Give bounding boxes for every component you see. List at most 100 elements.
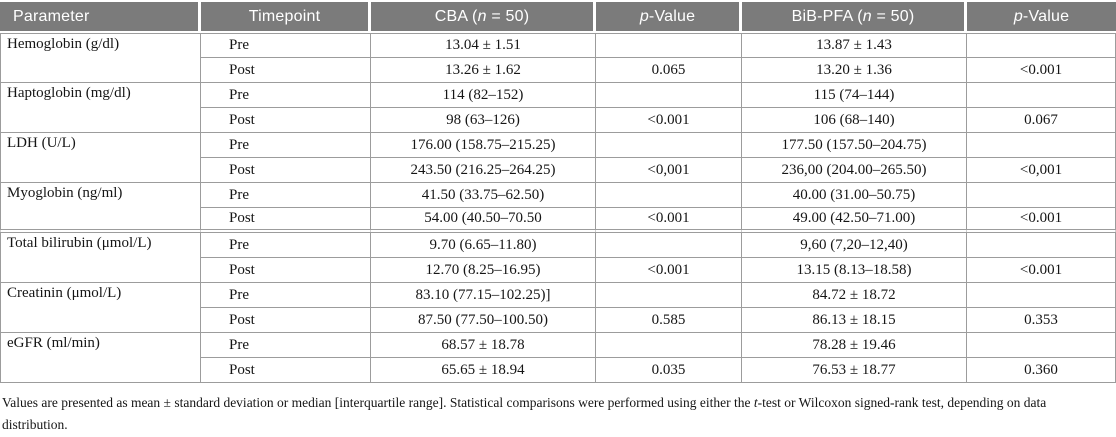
bib-pfa-value-cell: 40.00 (31.00–50.75) xyxy=(742,183,967,208)
bib-pfa-value-cell: 84.72 ± 18.72 xyxy=(742,283,967,308)
table-row: Haptoglobin (mg/dl) Pre 114 (82–152) 115… xyxy=(0,83,1116,133)
timepoint-cell: Pre xyxy=(201,33,371,58)
timepoint-cell: Post xyxy=(201,208,371,233)
cba-value-cell: 9.70 (6.65–11.80) xyxy=(371,233,596,258)
bib-pfa-value-cell: 106 (68–140) xyxy=(742,108,967,133)
cba-value-cell: 68.57 ± 18.78 xyxy=(371,333,596,358)
table-row: Total bilirubin (μmol/L) Pre 9.70 (6.65–… xyxy=(0,233,1116,283)
header-row: Parameter Timepoint CBA (n = 50) p-Value… xyxy=(0,2,1116,33)
p-value-cell: <0,001 xyxy=(967,158,1116,183)
timepoint-cell: Pre xyxy=(201,183,371,208)
timepoint-cell: Pre xyxy=(201,233,371,258)
timepoint-cell: Pre xyxy=(201,283,371,308)
table-row: Post 65.65 ± 18.94 0.035 76.53 ± 18.77 0… xyxy=(0,358,1116,383)
table-row: Post 243.50 (216.25–264.25) <0,001 236,0… xyxy=(0,158,1116,183)
table-row: eGFR (ml/min) Pre 68.57 ± 18.78 78.28 ± … xyxy=(0,333,1116,383)
p-value-cell xyxy=(596,283,742,308)
cba-value-cell: 98 (63–126) xyxy=(371,108,596,133)
bib-pfa-value-cell: 236,00 (204.00–265.50) xyxy=(742,158,967,183)
parameter-cell: LDH (U/L) xyxy=(0,133,201,183)
p-value-cell xyxy=(596,333,742,358)
cba-value-cell: 83.10 (77.15–102.25)] xyxy=(371,283,596,308)
p-value-cell xyxy=(967,33,1116,58)
bib-pfa-value-cell: 13.15 (8.13–18.58) xyxy=(742,258,967,283)
cba-value-cell: 65.65 ± 18.94 xyxy=(371,358,596,383)
p-value-cell: <0.001 xyxy=(967,258,1116,283)
p-value-cell xyxy=(596,133,742,158)
timepoint-cell: Pre xyxy=(201,333,371,358)
timepoint-cell: Post xyxy=(201,158,371,183)
p-value-cell xyxy=(967,333,1116,358)
table-row: Myoglobin (ng/ml) Pre 41.50 (33.75–62.50… xyxy=(0,183,1116,233)
cba-value-cell: 12.70 (8.25–16.95) xyxy=(371,258,596,283)
parameter-cell: Creatinin (μmol/L) xyxy=(0,283,201,333)
p-value-cell: 0.035 xyxy=(596,358,742,383)
table-row: Post 54.00 (40.50–70.50 <0.001 49.00 (42… xyxy=(0,208,1116,233)
timepoint-cell: Post xyxy=(201,258,371,283)
table-footnote: Values are presented as mean ± standard … xyxy=(0,392,1116,437)
bib-pfa-value-cell: 86.13 ± 18.15 xyxy=(742,308,967,333)
p-value-cell: 0.067 xyxy=(967,108,1116,133)
p-value-cell: <0.001 xyxy=(596,208,742,233)
table-row: Creatinin (μmol/L) Pre 83.10 (77.15–102.… xyxy=(0,283,1116,333)
p-value-cell xyxy=(967,183,1116,208)
footnote-text: Values are presented as mean ± standard … xyxy=(2,395,754,410)
parameter-cell: Hemoglobin (g/dl) xyxy=(0,33,201,83)
timepoint-cell: Post xyxy=(201,308,371,333)
bib-pfa-value-cell: 78.28 ± 19.46 xyxy=(742,333,967,358)
p-value-cell xyxy=(967,283,1116,308)
table-row: Post 13.26 ± 1.62 0.065 13.20 ± 1.36 <0.… xyxy=(0,58,1116,83)
p-value-cell: <0.001 xyxy=(596,108,742,133)
cba-value-cell: 87.50 (77.50–100.50) xyxy=(371,308,596,333)
cba-value-cell: 54.00 (40.50–70.50 xyxy=(371,208,596,233)
table-row: Post 12.70 (8.25–16.95) <0.001 13.15 (8.… xyxy=(0,258,1116,283)
header-bib-pfa: BiB-PFA (n = 50) xyxy=(742,2,967,33)
bib-pfa-value-cell: 13.20 ± 1.36 xyxy=(742,58,967,83)
table-row: LDH (U/L) Pre 176.00 (158.75–215.25) 177… xyxy=(0,133,1116,183)
parameter-cell: Myoglobin (ng/ml) xyxy=(0,183,201,233)
bib-pfa-value-cell: 115 (74–144) xyxy=(742,83,967,108)
cba-value-cell: 41.50 (33.75–62.50) xyxy=(371,183,596,208)
cba-value-cell: 243.50 (216.25–264.25) xyxy=(371,158,596,183)
cba-value-cell: 13.04 ± 1.51 xyxy=(371,33,596,58)
cba-value-cell: 176.00 (158.75–215.25) xyxy=(371,133,596,158)
p-value-cell: <0,001 xyxy=(596,158,742,183)
p-value-cell: <0.001 xyxy=(596,258,742,283)
timepoint-cell: Pre xyxy=(201,83,371,108)
header-timepoint: Timepoint xyxy=(201,2,371,33)
table-row: Post 98 (63–126) <0.001 106 (68–140) 0.0… xyxy=(0,108,1116,133)
timepoint-cell: Pre xyxy=(201,133,371,158)
p-value-cell xyxy=(967,83,1116,108)
lab-parameters-table: Parameter Timepoint CBA (n = 50) p-Value… xyxy=(0,2,1116,383)
timepoint-cell: Post xyxy=(201,58,371,83)
p-value-cell xyxy=(967,133,1116,158)
header-parameter: Parameter xyxy=(0,2,201,33)
bib-pfa-value-cell: 76.53 ± 18.77 xyxy=(742,358,967,383)
p-value-cell xyxy=(596,33,742,58)
parameter-cell: Total bilirubin (μmol/L) xyxy=(0,233,201,283)
cba-value-cell: 13.26 ± 1.62 xyxy=(371,58,596,83)
p-value-cell: <0.001 xyxy=(967,58,1116,83)
timepoint-cell: Post xyxy=(201,358,371,383)
p-value-cell: <0.001 xyxy=(967,208,1116,233)
p-value-cell xyxy=(596,183,742,208)
table-row: Hemoglobin (g/dl) Pre 13.04 ± 1.51 13.87… xyxy=(0,33,1116,83)
p-value-cell xyxy=(596,83,742,108)
p-value-cell: 0.585 xyxy=(596,308,742,333)
header-cba: CBA (n = 50) xyxy=(371,2,596,33)
footnote-italic-t: t xyxy=(753,395,758,410)
bib-pfa-value-cell: 177.50 (157.50–204.75) xyxy=(742,133,967,158)
parameter-cell: Haptoglobin (mg/dl) xyxy=(0,83,201,133)
timepoint-cell: Post xyxy=(201,108,371,133)
p-value-cell xyxy=(967,233,1116,258)
table-row: Post 87.50 (77.50–100.50) 0.585 86.13 ± … xyxy=(0,308,1116,333)
parameter-cell: eGFR (ml/min) xyxy=(0,333,201,383)
header-p-value-1: p-Value xyxy=(596,2,742,33)
bib-pfa-value-cell: 9,60 (7,20–12,40) xyxy=(742,233,967,258)
p-value-cell: 0.353 xyxy=(967,308,1116,333)
cba-value-cell: 114 (82–152) xyxy=(371,83,596,108)
p-value-cell: 0.065 xyxy=(596,58,742,83)
p-value-cell xyxy=(596,233,742,258)
header-p-value-2: p-Value xyxy=(967,2,1116,33)
p-value-cell: 0.360 xyxy=(967,358,1116,383)
